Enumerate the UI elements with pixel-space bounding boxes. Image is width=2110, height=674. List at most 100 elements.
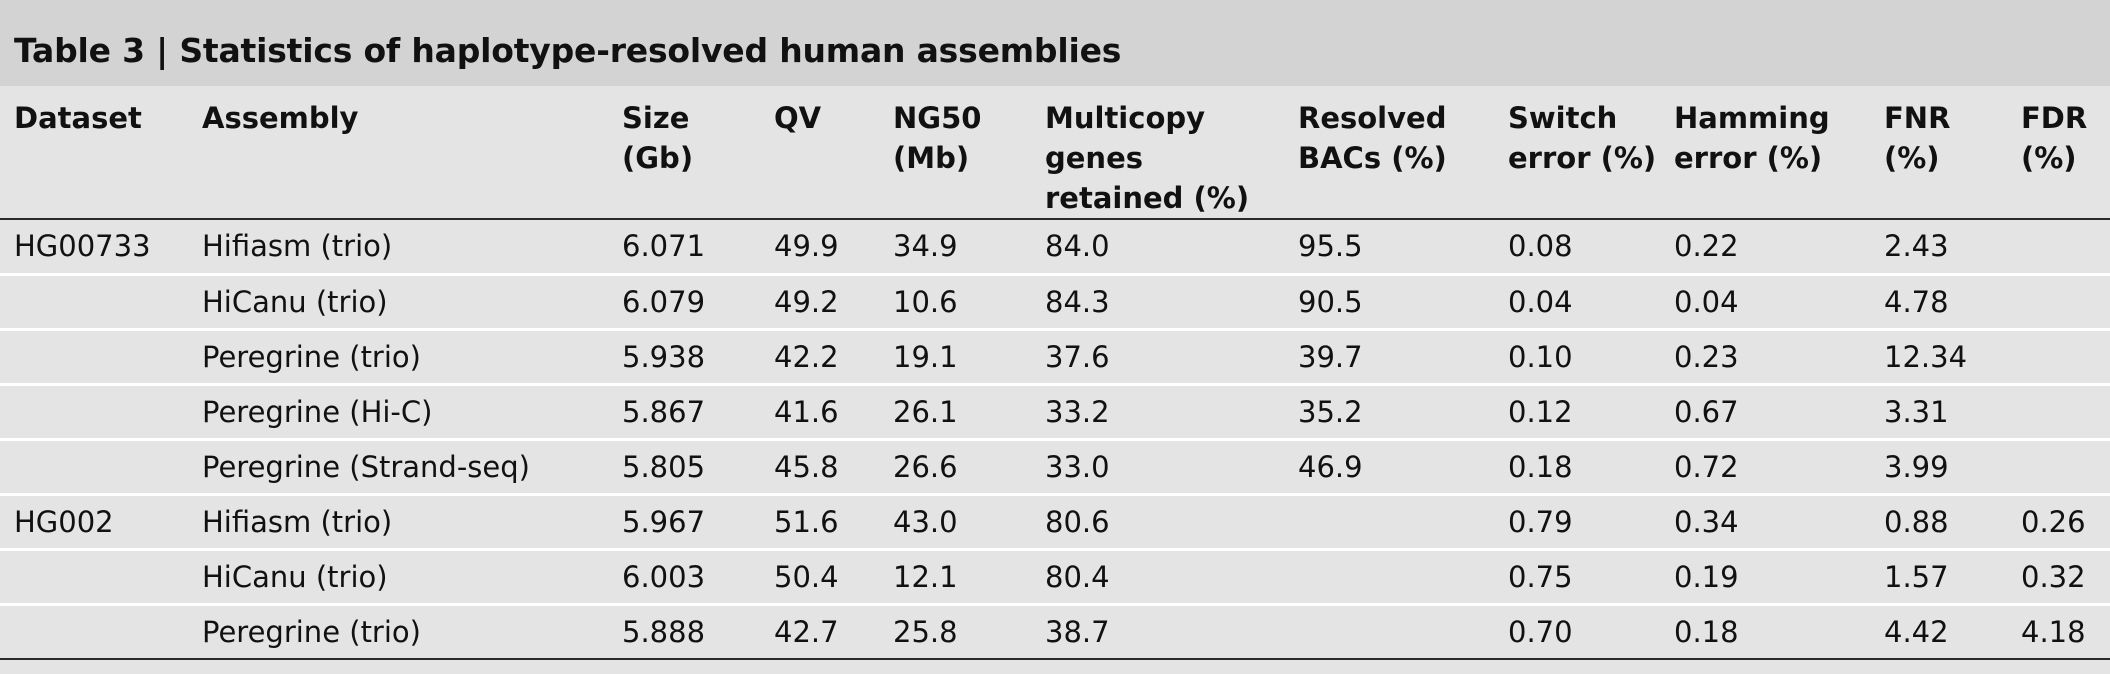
cell-ng50: 43.0: [893, 504, 958, 539]
cell-switch-error: 0.10: [1508, 339, 1573, 374]
cell-size: 5.867: [622, 394, 706, 429]
cell-resolved-bacs: [1284, 549, 1494, 604]
cell-dataset: HG002: [14, 504, 114, 539]
cell-qv: 42.7: [774, 614, 839, 649]
cell-fdr: 0.26: [2021, 504, 2086, 539]
cell-resolved-bacs: [1284, 494, 1494, 549]
cell-multicopy: 33.2: [1045, 394, 1110, 429]
cell-multicopy: 84.3: [1045, 284, 1110, 319]
cell-qv: 50.4: [774, 559, 839, 594]
cell-ng50: 19.1: [893, 339, 958, 374]
cell-multicopy: 33.0: [1045, 449, 1110, 484]
cell-fdr: [2007, 329, 2110, 384]
cell-fnr: 12.34: [1884, 339, 1968, 374]
cell-multicopy: 80.6: [1045, 504, 1110, 539]
cell-fdr: [2007, 219, 2110, 274]
cell-switch-error: 0.75: [1508, 559, 1573, 594]
cell-switch-error: 0.04: [1508, 284, 1573, 319]
cell-fnr: 4.42: [1884, 614, 1949, 649]
table-row: HiCanu (trio) 6.003 50.4 12.1 80.4 0.75 …: [0, 549, 2110, 604]
table-title: Table 3 | Statistics of haplotype-resolv…: [14, 31, 1122, 70]
table-row: Peregrine (trio) 5.938 42.2 19.1 37.6 39…: [0, 329, 2110, 384]
cell-ng50: 26.6: [893, 449, 958, 484]
statistics-table: Dataset Assembly Size (Gb) QV NG50 (Mb) …: [0, 86, 2110, 660]
cell-multicopy: 37.6: [1045, 339, 1110, 374]
cell-assembly: HiCanu (trio): [202, 284, 388, 319]
table-row: Peregrine (Hi-C) 5.867 41.6 26.1 33.2 35…: [0, 384, 2110, 439]
cell-resolved-bacs: [1284, 604, 1494, 659]
header-resolved-bacs: Resolved BACs (%): [1284, 86, 1494, 220]
header-dataset: Dataset: [0, 86, 188, 220]
table-row: HG00733 Hifiasm (trio) 6.071 49.9 34.9 8…: [0, 219, 2110, 274]
cell-fnr: 3.31: [1884, 394, 1949, 429]
cell-resolved-bacs: 39.7: [1298, 339, 1363, 374]
title-bar: Table 3 | Statistics of haplotype-resolv…: [0, 0, 2110, 86]
cell-hamming-error: 0.23: [1674, 339, 1739, 374]
header-multicopy: Multicopy genes retained (%): [1031, 86, 1284, 220]
cell-fnr: 2.43: [1884, 229, 1949, 264]
cell-resolved-bacs: 35.2: [1298, 394, 1363, 429]
cell-switch-error: 0.08: [1508, 229, 1573, 264]
cell-hamming-error: 0.19: [1674, 559, 1739, 594]
table-row: Peregrine (trio) 5.888 42.7 25.8 38.7 0.…: [0, 604, 2110, 659]
cell-size: 6.003: [622, 559, 706, 594]
cell-hamming-error: 0.67: [1674, 394, 1739, 429]
cell-switch-error: 0.79: [1508, 504, 1573, 539]
cell-dataset: [0, 549, 188, 604]
header-assembly: Assembly: [188, 86, 608, 220]
table-row: HG002 Hifiasm (trio) 5.967 51.6 43.0 80.…: [0, 494, 2110, 549]
table-row: HiCanu (trio) 6.079 49.2 10.6 84.3 90.5 …: [0, 274, 2110, 329]
cell-qv: 51.6: [774, 504, 839, 539]
header-hamming-error: Hamming error (%): [1660, 86, 1870, 220]
cell-dataset: HG00733: [14, 229, 151, 264]
cell-assembly: Peregrine (Hi-C): [202, 394, 433, 429]
cell-switch-error: 0.70: [1508, 614, 1573, 649]
cell-dataset: [0, 329, 188, 384]
cell-hamming-error: 0.34: [1674, 504, 1739, 539]
header-row: Dataset Assembly Size (Gb) QV NG50 (Mb) …: [0, 86, 2110, 220]
cell-size: 5.967: [622, 504, 706, 539]
cell-assembly: Peregrine (trio): [202, 339, 421, 374]
cell-ng50: 10.6: [893, 284, 958, 319]
cell-switch-error: 0.12: [1508, 394, 1573, 429]
cell-ng50: 12.1: [893, 559, 958, 594]
header-size: Size (Gb): [608, 86, 760, 220]
cell-ng50: 26.1: [893, 394, 958, 429]
cell-size: 5.888: [622, 614, 706, 649]
cell-qv: 42.2: [774, 339, 839, 374]
cell-assembly: Hifiasm (trio): [202, 229, 393, 264]
cell-size: 6.071: [622, 229, 706, 264]
cell-size: 5.805: [622, 449, 706, 484]
cell-ng50: 25.8: [893, 614, 958, 649]
cell-dataset: [0, 274, 188, 329]
cell-fnr: 3.99: [1884, 449, 1949, 484]
cell-multicopy: 38.7: [1045, 614, 1110, 649]
cell-fdr: 0.32: [2021, 559, 2086, 594]
cell-fdr: [2007, 274, 2110, 329]
cell-hamming-error: 0.72: [1674, 449, 1739, 484]
cell-qv: 49.2: [774, 284, 839, 319]
cell-multicopy: 80.4: [1045, 559, 1110, 594]
cell-fnr: 0.88: [1884, 504, 1949, 539]
cell-hamming-error: 0.04: [1674, 284, 1739, 319]
cell-ng50: 34.9: [893, 229, 958, 264]
cell-fdr: [2007, 384, 2110, 439]
cell-multicopy: 84.0: [1045, 229, 1110, 264]
header-switch-error: Switch error (%): [1494, 86, 1660, 220]
cell-fdr: 4.18: [2021, 614, 2086, 649]
cell-dataset: [0, 384, 188, 439]
cell-resolved-bacs: 95.5: [1298, 229, 1363, 264]
cell-switch-error: 0.18: [1508, 449, 1573, 484]
header-ng50: NG50 (Mb): [879, 86, 1031, 220]
cell-resolved-bacs: 90.5: [1298, 284, 1363, 319]
cell-dataset: [0, 439, 188, 494]
header-qv: QV: [760, 86, 879, 220]
cell-assembly: Peregrine (Strand-seq): [202, 449, 530, 484]
cell-hamming-error: 0.22: [1674, 229, 1739, 264]
cell-qv: 45.8: [774, 449, 839, 484]
cell-qv: 49.9: [774, 229, 839, 264]
cell-fnr: 4.78: [1884, 284, 1949, 319]
cell-hamming-error: 0.18: [1674, 614, 1739, 649]
header-fdr: FDR (%): [2007, 86, 2110, 220]
table-row: Peregrine (Strand-seq) 5.805 45.8 26.6 3…: [0, 439, 2110, 494]
